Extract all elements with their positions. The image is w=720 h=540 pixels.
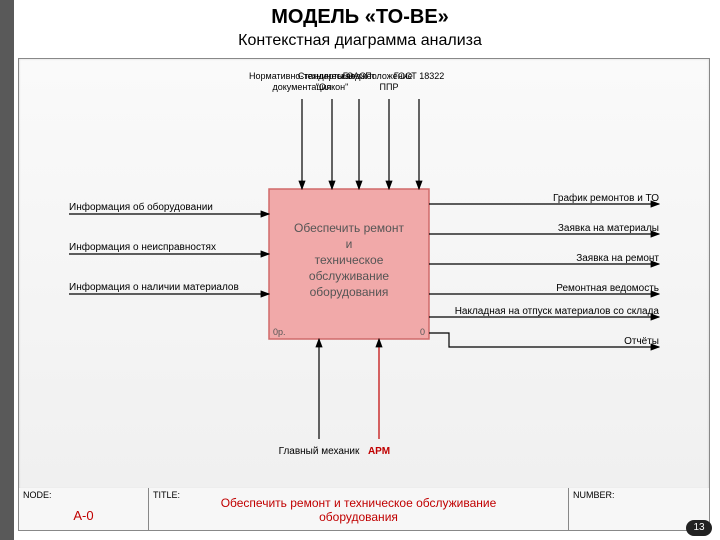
svg-text:ГОСТ 18322: ГОСТ 18322 <box>394 71 445 81</box>
svg-text:обслуживание: обслуживание <box>309 269 390 283</box>
svg-text:Заявка на материалы: Заявка на материалы <box>558 223 659 234</box>
svg-text:График ремонтов и ТО: График ремонтов и ТО <box>553 192 659 204</box>
svg-text:ППР: ППР <box>380 82 399 92</box>
svg-text:Главный механик: Главный механик <box>279 446 360 457</box>
node-label: NODE: <box>23 490 52 500</box>
node-value: A-0 <box>19 508 148 523</box>
titleblock-node: NODE: A-0 <box>19 488 149 530</box>
svg-text:Заявка на ремонт: Заявка на ремонт <box>576 253 659 264</box>
svg-text:0р.: 0р. <box>273 327 286 337</box>
svg-text:Отчёты: Отчёты <box>624 336 659 347</box>
svg-text:АРМ: АРМ <box>368 446 390 457</box>
svg-text:"Олкон": "Олкон" <box>316 82 349 92</box>
page-title: МОДЕЛЬ «TO-BE» <box>0 6 720 29</box>
svg-text:техническое: техническое <box>315 253 384 267</box>
titleblock-title: TITLE: Обеспечить ремонт и техническое о… <box>149 488 569 530</box>
number-label: NUMBER: <box>573 490 615 500</box>
svg-text:оборудования: оборудования <box>310 285 389 299</box>
svg-text:Ремонтная ведомость: Ремонтная ведомость <box>556 283 659 294</box>
diagram-svg: Обеспечить ремонт и техническое обслуживани… <box>19 59 709 489</box>
left-stripe <box>0 0 14 540</box>
svg-text:0: 0 <box>420 327 425 337</box>
page-subtitle: Контекстная диаграмма анализа <box>0 32 720 50</box>
idef0-diagram: Обеспечить ремонт и техническое обслуживани… <box>18 58 710 490</box>
page-number-badge: 13 <box>686 520 712 536</box>
title-block: NODE: A-0 TITLE: Обеспечить ремонт и тех… <box>18 488 710 531</box>
svg-text:Информация об оборудовании: Информация об оборудовании <box>69 201 213 213</box>
svg-text:Обеспечить ремонт: Обеспечить ремонт <box>294 221 404 235</box>
svg-text:Накладная на отпуск материалов: Накладная на отпуск материалов со склада <box>455 306 660 317</box>
svg-text:и: и <box>346 237 353 251</box>
svg-text:Информация о наличии материало: Информация о наличии материалов <box>69 281 239 293</box>
title-value: Обеспечить ремонт и техническое обслужив… <box>149 496 568 524</box>
svg-text:Информация о неисправностях: Информация о неисправностях <box>69 241 216 253</box>
